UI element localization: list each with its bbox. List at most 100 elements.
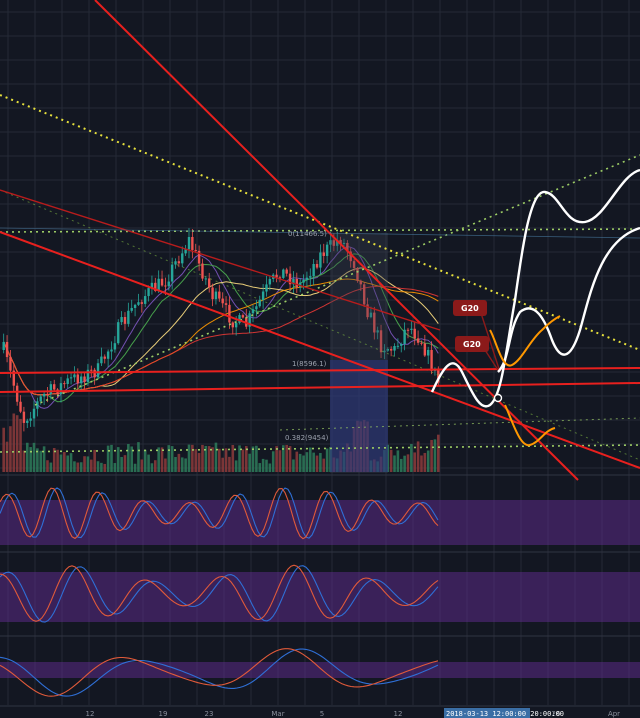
candle-body — [342, 242, 346, 244]
time-axis-tick-label: 26 — [552, 710, 561, 718]
candle-body — [12, 370, 15, 386]
volume-bar — [15, 415, 19, 472]
drawing-tools[interactable] — [0, 0, 640, 481]
candle-body — [39, 396, 42, 402]
candle-body — [362, 284, 366, 305]
candle-body — [9, 357, 12, 371]
volume-bar — [100, 462, 103, 472]
candle-body — [164, 285, 167, 287]
candle-body — [332, 240, 336, 246]
alt-projection-curve — [504, 404, 556, 447]
candle-body — [406, 329, 410, 331]
volume-bar — [113, 463, 117, 472]
volume-bar — [160, 447, 164, 472]
volume-bar — [201, 444, 204, 472]
candle-body — [36, 401, 39, 409]
volume-bar — [106, 445, 110, 472]
time-axis-tick-label: Mar — [271, 710, 284, 718]
candle-body — [396, 345, 400, 347]
candle-body — [302, 279, 305, 283]
volume-bar — [154, 460, 157, 472]
oscillator-lines — [0, 487, 439, 697]
candle-body — [106, 351, 110, 359]
support-line — [0, 382, 640, 393]
candle-body — [86, 369, 90, 383]
candle-body — [46, 393, 49, 395]
volume-bar — [258, 463, 262, 472]
volume-bar — [410, 443, 413, 472]
volume-bar — [298, 453, 302, 472]
candle-body — [32, 408, 36, 419]
volume-bar — [433, 439, 437, 472]
yellow-trendline — [0, 94, 640, 351]
volume-bar — [393, 455, 396, 472]
g20-tag-1-label: G20 — [461, 304, 479, 313]
candle-body — [228, 304, 231, 323]
volume-bar — [218, 448, 221, 472]
candle-body — [400, 343, 403, 346]
oscillator-band — [0, 500, 640, 545]
candle-body — [356, 268, 359, 281]
candle-body — [231, 322, 234, 328]
candle-body — [224, 303, 228, 305]
volume-bar — [214, 442, 218, 472]
fib-level-label: 0(11466.5) — [288, 230, 327, 238]
volume-bar — [63, 452, 66, 472]
volume-bar — [49, 462, 53, 472]
volume-bar — [403, 455, 406, 472]
candle-body — [73, 374, 76, 378]
candle-body — [177, 261, 181, 264]
candle-body — [238, 315, 241, 323]
candle-body — [204, 278, 208, 280]
volume-bar — [275, 446, 278, 472]
candle-body — [255, 306, 258, 310]
candle-body — [187, 236, 191, 250]
candle-body — [150, 282, 154, 289]
g20-tag-2[interactable]: G20 — [455, 336, 489, 352]
candle-body — [197, 250, 201, 264]
volume-bar — [285, 444, 288, 472]
projection-curve — [497, 226, 640, 373]
candle-body — [76, 374, 80, 384]
volume-bar — [261, 458, 265, 472]
candle-body — [2, 342, 5, 350]
candle-body — [140, 302, 144, 304]
candle-body — [369, 312, 373, 318]
volume-bar — [36, 448, 39, 472]
volume-bar — [167, 445, 171, 472]
oscillator-line — [0, 487, 439, 540]
volume-bar — [79, 462, 83, 472]
volume-bar — [177, 453, 181, 472]
candle-body — [218, 291, 221, 299]
volume-bar — [32, 442, 36, 472]
volume-bar — [241, 449, 245, 472]
time-axis-tick-label: Apr — [608, 710, 620, 718]
time-axis-tick-label: 5 — [320, 710, 324, 718]
volume-bar — [96, 461, 100, 472]
volume-bar — [127, 444, 130, 472]
volume-bar — [73, 461, 76, 472]
g20-tag-1[interactable]: G20 — [453, 300, 487, 316]
time-axis-tick-label: 23 — [205, 710, 214, 718]
candle-body — [376, 330, 379, 333]
oscillator-band — [0, 662, 640, 678]
volume-bar — [413, 452, 417, 472]
volume-bar — [194, 449, 198, 472]
candle-body — [53, 384, 56, 390]
alt-projection-curve — [489, 315, 561, 367]
candle-body — [110, 349, 113, 352]
candle-body — [288, 273, 292, 285]
candle-body — [349, 251, 352, 262]
channel-line — [0, 189, 640, 461]
volume-bar — [86, 456, 90, 472]
candle-body — [312, 264, 315, 277]
horizontal-ray — [0, 227, 640, 239]
candle-body — [170, 264, 174, 282]
candle-body — [420, 342, 423, 344]
candle-body — [137, 302, 140, 305]
candle-body — [130, 307, 133, 311]
candle-body — [184, 249, 187, 254]
candle-body — [352, 261, 356, 269]
candlesticks — [2, 228, 440, 432]
